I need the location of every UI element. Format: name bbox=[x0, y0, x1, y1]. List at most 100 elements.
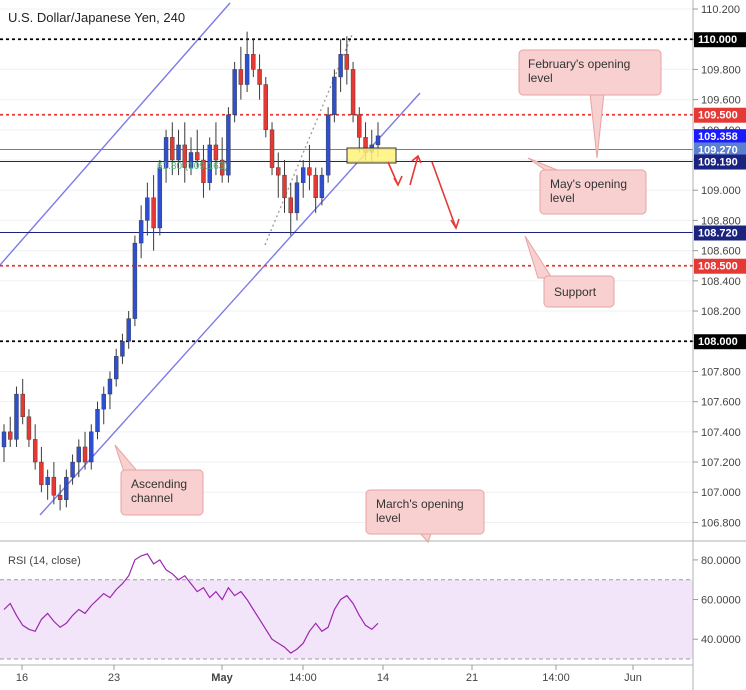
fib-level-label: 61.80 (109.163) bbox=[157, 161, 228, 172]
callout-march-line2: level bbox=[376, 511, 401, 525]
rsi-line bbox=[3, 553, 379, 654]
candle-body bbox=[338, 54, 343, 78]
arrow-head-down-1 bbox=[393, 175, 403, 187]
candle-body bbox=[163, 137, 169, 168]
price-tick-label: 107.800 bbox=[701, 366, 741, 378]
pattern-highlight-box bbox=[346, 147, 397, 164]
channel-upper-line bbox=[0, 2, 231, 266]
level-price-tag-label: 109.190 bbox=[698, 157, 738, 169]
candle-body bbox=[195, 152, 200, 161]
callout-february-box bbox=[518, 49, 662, 96]
candle-body bbox=[294, 182, 300, 214]
candle-body bbox=[26, 416, 32, 440]
callout-february-line1: February's opening bbox=[528, 57, 630, 71]
candle-body bbox=[375, 135, 381, 146]
candle-body bbox=[32, 439, 38, 463]
candle-body bbox=[288, 197, 293, 214]
time-tick-label: 14:00 bbox=[542, 672, 570, 684]
callout-february-line2: level bbox=[528, 71, 553, 85]
candle-body bbox=[1, 431, 7, 448]
candle-body bbox=[64, 476, 69, 500]
level-price-tag-label: 109.358 bbox=[698, 131, 738, 143]
candle-body bbox=[14, 393, 19, 440]
rsi-pane bbox=[0, 553, 693, 660]
candle-body bbox=[325, 114, 331, 176]
level-price-tag bbox=[694, 142, 746, 158]
candle-body bbox=[76, 446, 82, 463]
time-tick-label: 14:00 bbox=[289, 672, 317, 684]
candle-body bbox=[145, 197, 150, 221]
candle-body bbox=[113, 356, 119, 380]
rsi-tick-label: 80.0000 bbox=[701, 555, 741, 567]
candle-body bbox=[301, 167, 306, 183]
price-tick-label: 107.400 bbox=[701, 427, 741, 439]
price-tick-label: 108.400 bbox=[701, 276, 741, 288]
callout-march-line1: March's opening bbox=[376, 497, 464, 511]
candle-body bbox=[157, 167, 163, 229]
candle-body bbox=[39, 461, 44, 485]
candle-body bbox=[89, 431, 94, 463]
price-tick-label: 106.800 bbox=[701, 517, 741, 529]
level-price-tag-label: 110.000 bbox=[698, 34, 737, 46]
price-axis: 110.200110.000109.800109.600109.400109.2… bbox=[693, 4, 746, 529]
candle-body bbox=[132, 242, 138, 319]
time-tick-label: Jun bbox=[624, 672, 642, 684]
candle-body bbox=[182, 144, 187, 168]
arrow-down-2 bbox=[431, 161, 457, 229]
candle-body bbox=[170, 137, 175, 161]
time-tick-label: 14 bbox=[377, 672, 389, 684]
level-price-tag-label: 108.720 bbox=[698, 228, 738, 240]
callout-may: May's opening level bbox=[527, 157, 647, 215]
level-price-tag-label: 109.270 bbox=[698, 144, 738, 156]
level-price-tag bbox=[694, 32, 746, 48]
candle-body bbox=[188, 152, 194, 168]
level-price-tag bbox=[694, 334, 746, 350]
callout-channel: Ascending channel bbox=[114, 444, 204, 516]
candle-body bbox=[213, 144, 219, 161]
candle-body bbox=[70, 461, 75, 478]
candle-body bbox=[307, 167, 312, 176]
candle-body bbox=[201, 159, 206, 183]
callout-february: February's opening level bbox=[518, 49, 662, 159]
arrow-head-up bbox=[411, 154, 422, 164]
callout-support-box bbox=[543, 275, 615, 308]
price-tick-label: 109.000 bbox=[701, 185, 741, 197]
candle-body bbox=[238, 69, 244, 85]
rsi-tick-label: 60.0000 bbox=[701, 595, 741, 607]
rsi-band bbox=[0, 579, 693, 660]
rsi-label: RSI (14, close) bbox=[8, 555, 81, 567]
rsi-tick-label: 40.0000 bbox=[701, 634, 741, 646]
callout-may-line2: level bbox=[550, 191, 575, 205]
candle-body bbox=[207, 144, 212, 183]
callout-support: Support bbox=[524, 235, 615, 308]
arrow-up bbox=[409, 155, 419, 186]
candle-body bbox=[357, 114, 362, 138]
candle-body bbox=[20, 393, 25, 417]
price-tick-label: 109.800 bbox=[701, 64, 741, 76]
price-tick-label: 108.800 bbox=[701, 215, 741, 227]
price-tick-label: 107.000 bbox=[701, 487, 741, 499]
candle-body bbox=[45, 476, 50, 485]
candle-body bbox=[176, 144, 181, 161]
price-tick-label: 110.200 bbox=[701, 4, 740, 16]
time-tick-label: 21 bbox=[466, 672, 478, 684]
level-price-tag-label: 109.500 bbox=[698, 110, 738, 122]
candle-body bbox=[319, 174, 325, 198]
candle-body bbox=[138, 220, 144, 244]
callout-channel-line2: channel bbox=[131, 491, 173, 505]
callout-may-box bbox=[539, 169, 647, 215]
candle-body bbox=[51, 476, 57, 496]
candle-body bbox=[8, 431, 13, 440]
candle-body bbox=[263, 84, 268, 131]
candle-body bbox=[82, 446, 88, 463]
price-tick-label: 108.600 bbox=[701, 246, 741, 258]
candle-body bbox=[232, 69, 237, 115]
candle-body bbox=[313, 174, 318, 198]
level-price-tag bbox=[694, 107, 746, 123]
level-price-tag bbox=[694, 225, 746, 241]
candle-body bbox=[57, 495, 63, 500]
level-price-tag bbox=[694, 154, 746, 170]
chart-title: U.S. Dollar/Japanese Yen, 240 bbox=[8, 10, 185, 25]
candle-body bbox=[126, 318, 131, 342]
